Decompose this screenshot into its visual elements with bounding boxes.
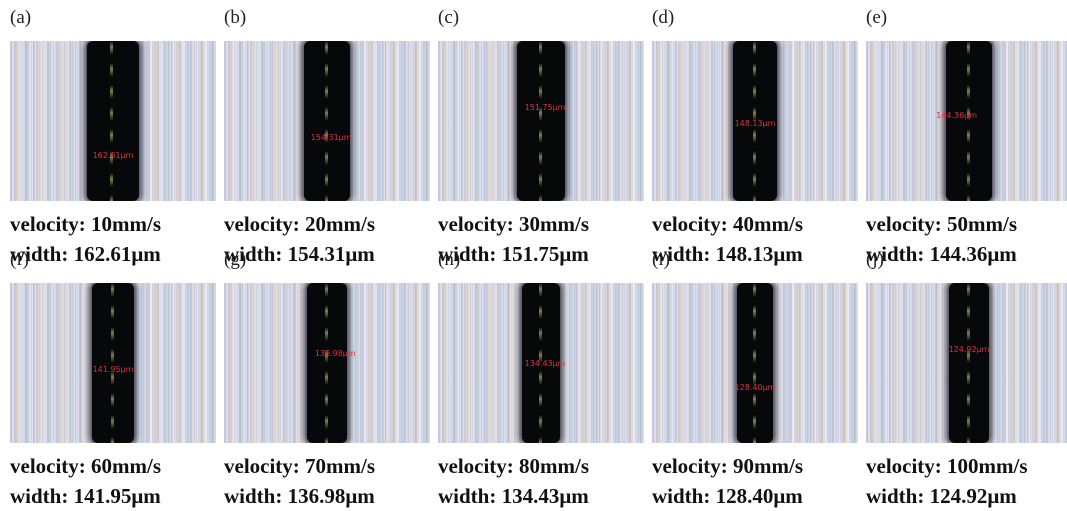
- panel-b: (b) 154.31μm velocity: 20mm/s width: 154…: [224, 7, 436, 266]
- caption: velocity: 40mm/s width: 148.13μm: [652, 209, 882, 269]
- velocity-text: velocity: 90mm/s: [652, 454, 804, 478]
- velocity-text: velocity: 20mm/s: [224, 212, 376, 236]
- width-text: width: 144.36μm: [866, 242, 1017, 266]
- panel-c: (c) 151.75μm velocity: 30mm/s width: 151…: [438, 7, 650, 266]
- width-text: width: 134.43μm: [438, 484, 589, 508]
- panel-label: (a): [10, 7, 32, 28]
- panel-d: (d) 148.13μm velocity: 40mm/s width: 148…: [652, 7, 864, 266]
- width-annotation: 124.92μm: [948, 345, 990, 354]
- caption: velocity: 20mm/s width: 154.31μm: [224, 209, 454, 269]
- velocity-text: velocity: 10mm/s: [10, 212, 162, 236]
- caption: velocity: 80mm/s width: 134.43μm: [438, 451, 668, 511]
- width-annotation: 162.61μm: [92, 151, 134, 160]
- width-text: width: 151.75μm: [438, 242, 589, 266]
- width-annotation: 134.43μm: [524, 359, 566, 368]
- caption: velocity: 50mm/s width: 144.36μm: [866, 209, 1067, 269]
- width-annotation: 151.75μm: [524, 103, 566, 112]
- micrograph-image: 144.36μm: [866, 41, 1067, 201]
- width-annotation: 148.13μm: [734, 119, 776, 128]
- velocity-text: velocity: 70mm/s: [224, 454, 376, 478]
- micrograph-image: 141.95μm: [10, 283, 216, 443]
- panel-label: (c): [438, 7, 460, 28]
- width-annotation: 136.98μm: [314, 349, 356, 358]
- panel-g: (g) 136.98μm velocity: 70mm/s width: 136…: [224, 249, 436, 508]
- panel-label: (b): [224, 7, 247, 28]
- panel-label: (f): [10, 249, 29, 270]
- micrograph-image: 162.61μm: [10, 41, 216, 201]
- panel-i: (i) 128.40μm velocity: 90mm/s width: 128…: [652, 249, 864, 508]
- velocity-text: velocity: 100mm/s: [866, 454, 1028, 478]
- panel-label: (e): [866, 7, 888, 28]
- panel-h: (h) 134.43μm velocity: 80mm/s width: 134…: [438, 249, 650, 508]
- panel-j: (j) 124.92μm velocity: 100mm/s width: 12…: [866, 249, 1067, 508]
- micrograph-image: 154.31μm: [224, 41, 430, 201]
- panel-a: (a) 162.61μm velocity: 10mm/s width: 162…: [10, 7, 222, 266]
- micrograph-image: 151.75μm: [438, 41, 644, 201]
- micrograph-image: 124.92μm: [866, 283, 1067, 443]
- micrograph-image: 134.43μm: [438, 283, 644, 443]
- velocity-text: velocity: 40mm/s: [652, 212, 804, 236]
- width-text: width: 154.31μm: [224, 242, 375, 266]
- width-text: width: 124.92μm: [866, 484, 1017, 508]
- velocity-text: velocity: 80mm/s: [438, 454, 590, 478]
- caption: velocity: 30mm/s width: 151.75μm: [438, 209, 668, 269]
- panel-e: (e) 144.36μm velocity: 50mm/s width: 144…: [866, 7, 1067, 266]
- velocity-text: velocity: 30mm/s: [438, 212, 590, 236]
- width-text: width: 141.95μm: [10, 484, 161, 508]
- micrograph-image: 128.40μm: [652, 283, 858, 443]
- panel-f: (f) 141.95μm velocity: 60mm/s width: 141…: [10, 249, 222, 508]
- caption: velocity: 10mm/s width: 162.61μm: [10, 209, 240, 269]
- micrograph-image: 136.98μm: [224, 283, 430, 443]
- panel-label: (d): [652, 7, 675, 28]
- width-annotation: 144.36μm: [936, 111, 978, 120]
- width-annotation: 154.31μm: [310, 133, 352, 142]
- velocity-text: velocity: 50mm/s: [866, 212, 1018, 236]
- caption: velocity: 100mm/s width: 124.92μm: [866, 451, 1067, 511]
- caption: velocity: 90mm/s width: 128.40μm: [652, 451, 882, 511]
- panel-label: (i): [652, 249, 670, 270]
- panel-label: (g): [224, 249, 247, 270]
- panel-label: (h): [438, 249, 461, 270]
- width-annotation: 141.95μm: [92, 365, 134, 374]
- width-text: width: 162.61μm: [10, 242, 161, 266]
- width-text: width: 148.13μm: [652, 242, 803, 266]
- width-annotation: 128.40μm: [734, 383, 776, 392]
- width-text: width: 128.40μm: [652, 484, 803, 508]
- caption: velocity: 70mm/s width: 136.98μm: [224, 451, 454, 511]
- micrograph-image: 148.13μm: [652, 41, 858, 201]
- width-text: width: 136.98μm: [224, 484, 375, 508]
- caption: velocity: 60mm/s width: 141.95μm: [10, 451, 240, 511]
- panel-label: (j): [866, 249, 884, 270]
- velocity-text: velocity: 60mm/s: [10, 454, 162, 478]
